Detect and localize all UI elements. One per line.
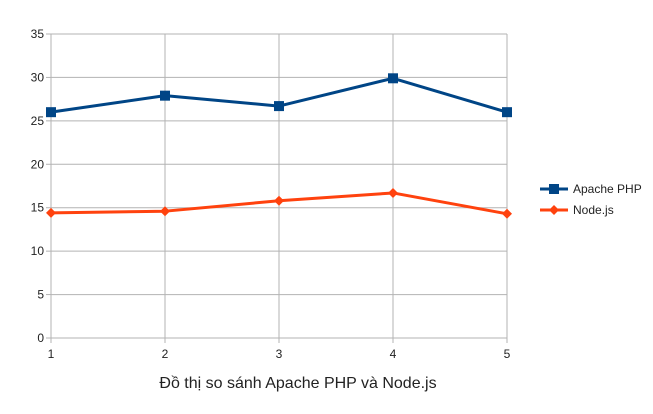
- legend-marker-apache-php: [549, 184, 559, 194]
- y-tick-label: 5: [37, 288, 44, 302]
- gridlines: [50, 33, 508, 339]
- data-point-node-js: [502, 208, 512, 219]
- x-tick-label: 2: [162, 347, 169, 361]
- y-tick-label: 35: [31, 27, 45, 41]
- x-tick-label: 4: [390, 347, 397, 361]
- y-tick-label: 10: [31, 244, 45, 258]
- legend-marker-node-js: [549, 205, 559, 215]
- series-node-js: [46, 187, 512, 219]
- legend-item-apache-php: Apache PHP: [540, 182, 642, 196]
- y-tick-label: 30: [31, 70, 45, 84]
- x-tick-label: 1: [48, 347, 55, 361]
- data-point-node-js: [388, 187, 398, 198]
- x-axis-tick-labels: 1 2 3 4 5: [48, 347, 511, 361]
- legend: Apache PHP Node.js: [540, 182, 642, 217]
- series-apache-php: [46, 73, 512, 118]
- series: [46, 73, 512, 219]
- y-tick-label: 15: [31, 201, 45, 215]
- data-point-apache-php: [160, 90, 170, 101]
- data-point-apache-php: [46, 107, 56, 118]
- x-axis-label: Đồ thị so sánh Apache PHP và Node.js: [159, 375, 436, 392]
- data-point-node-js: [160, 206, 170, 217]
- y-axis-tick-labels: 0 5 10 15 20 25 30 35: [31, 27, 45, 345]
- legend-label-apache-php: Apache PHP: [573, 182, 642, 196]
- x-tick-label: 3: [276, 347, 283, 361]
- data-point-apache-php: [502, 107, 512, 118]
- legend-label-node-js: Node.js: [573, 203, 614, 217]
- data-point-apache-php: [274, 101, 284, 112]
- y-tick-label: 20: [31, 157, 45, 171]
- x-tick-label: 5: [504, 347, 511, 361]
- data-point-apache-php: [388, 73, 398, 84]
- y-tick-label: 0: [37, 331, 44, 345]
- data-point-node-js: [46, 207, 56, 218]
- legend-item-node-js: Node.js: [540, 203, 614, 217]
- data-point-node-js: [274, 195, 284, 206]
- axes: [46, 33, 508, 343]
- y-tick-label: 25: [31, 114, 45, 128]
